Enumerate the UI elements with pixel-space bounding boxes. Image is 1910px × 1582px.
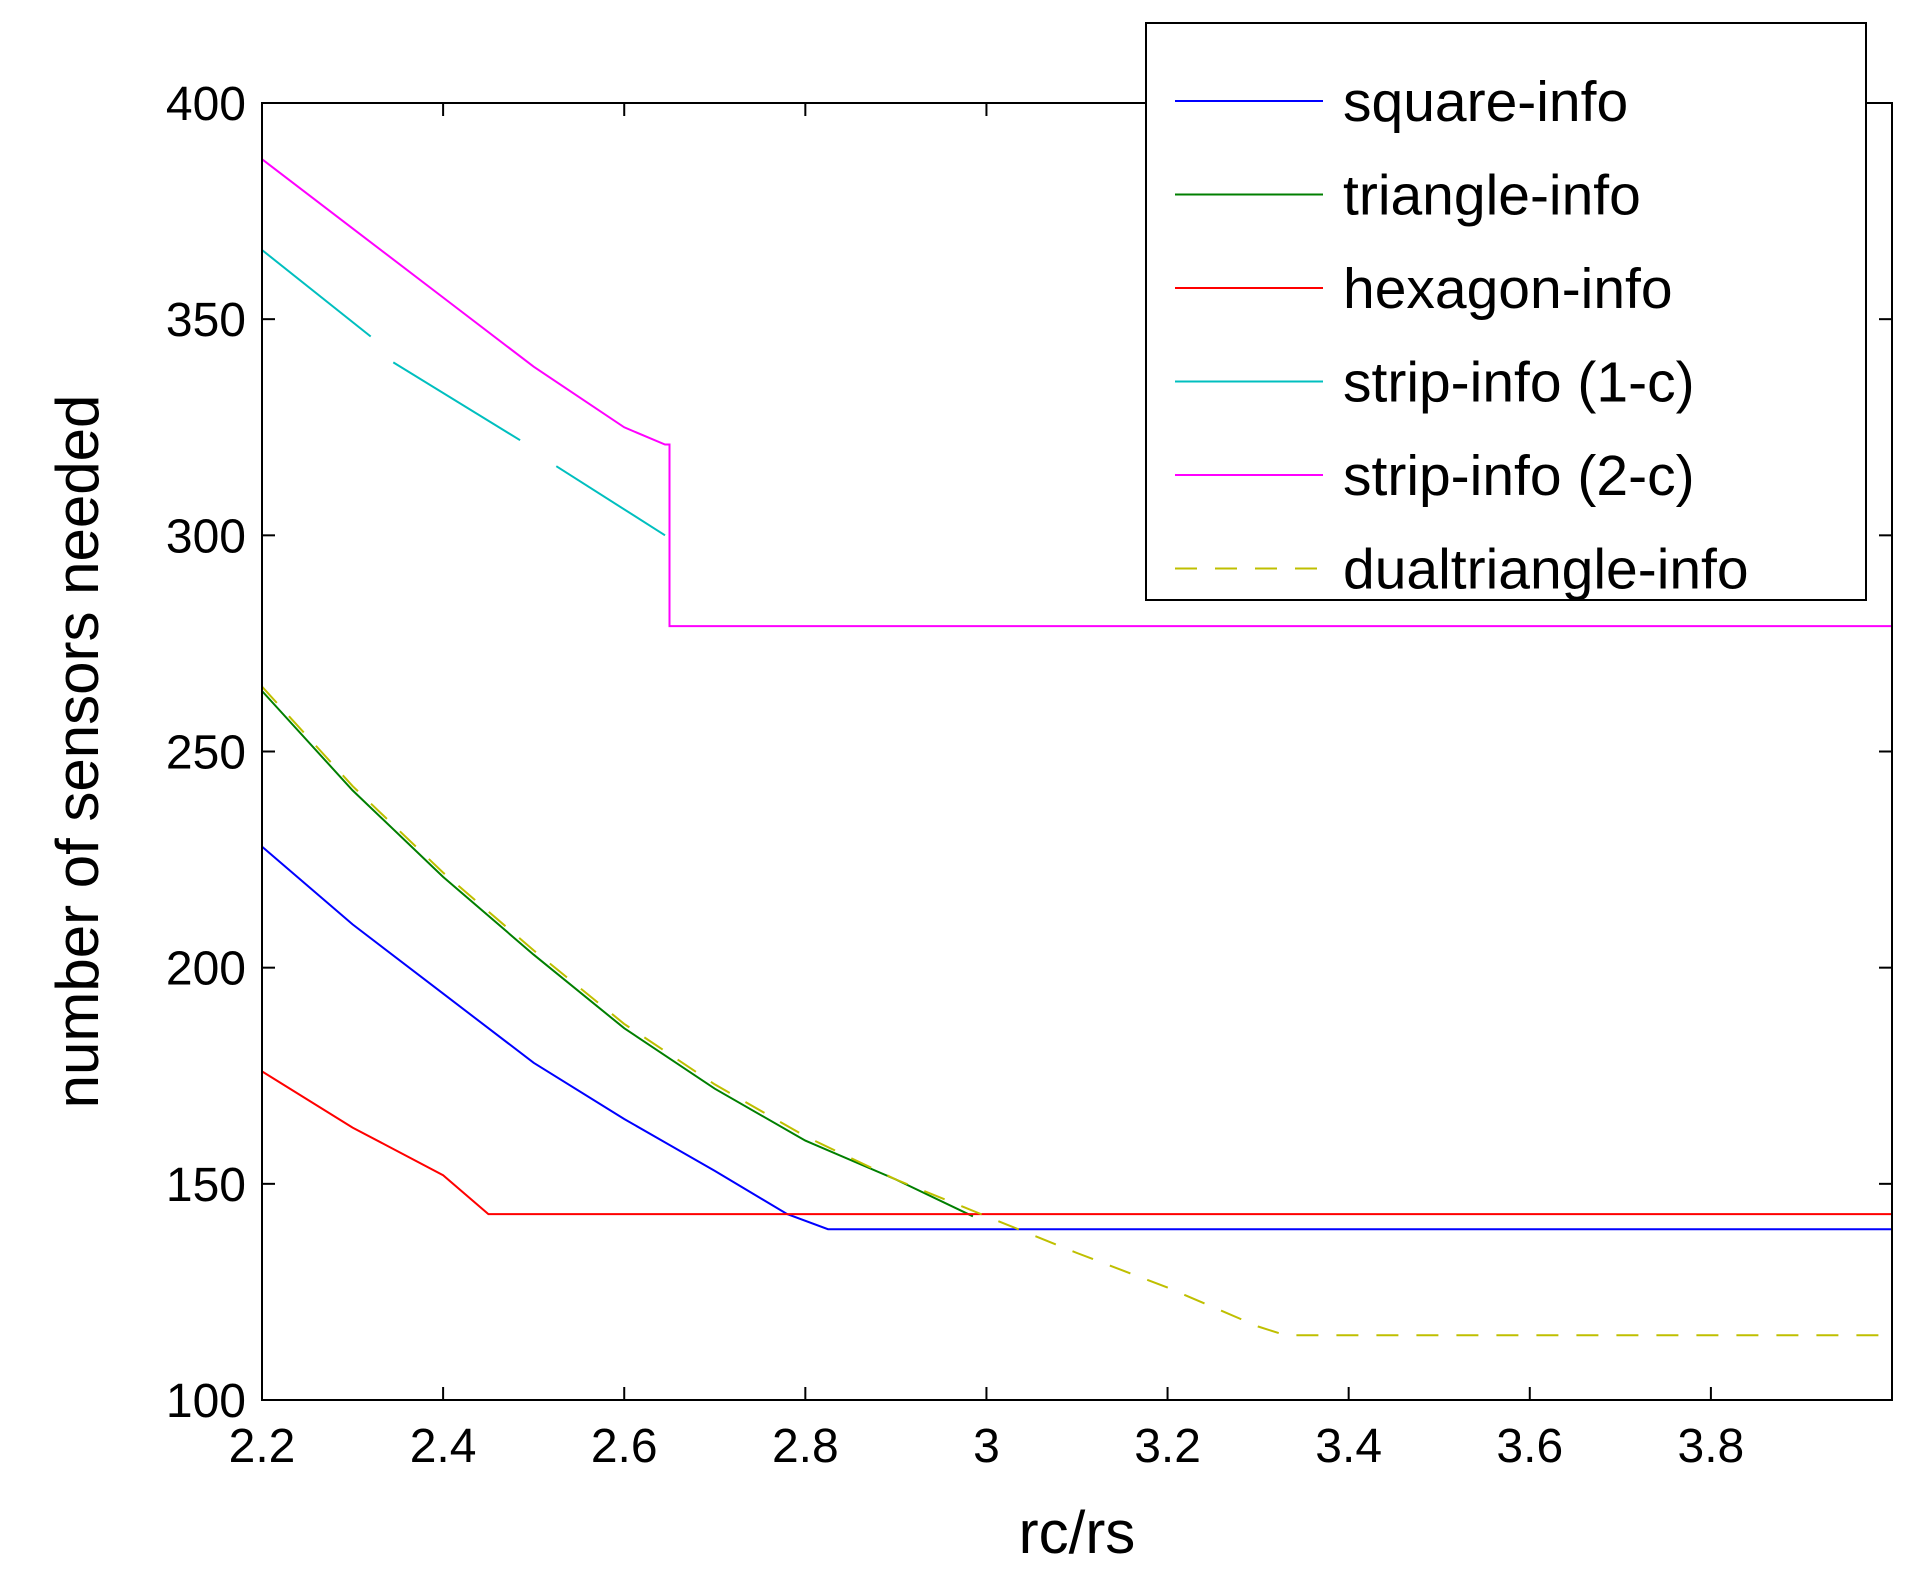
legend-box [1145, 22, 1867, 601]
legend-label-square-info: square-info [1343, 70, 1628, 134]
y-tick-label: 100 [166, 1375, 246, 1428]
series-line-square-info [261, 845, 1892, 1231]
x-tick-label: 3 [973, 1420, 1000, 1473]
x-tick-label: 2.6 [591, 1420, 658, 1473]
x-axis-label: rc/rs [1019, 1499, 1136, 1566]
y-tick-label: 350 [166, 294, 246, 347]
series-line-strip-info-1-c [392, 361, 521, 442]
y-tick-label: 300 [166, 510, 246, 563]
series-layer [261, 158, 1892, 1337]
legend-label-strip-info-2-c: strip-info (2-c) [1343, 444, 1695, 508]
series-line-strip-info-2-c [261, 158, 1892, 628]
series-line-hexagon-info [261, 1070, 1892, 1216]
series-line-triangle-info [261, 690, 974, 1218]
x-tick-label: 3.2 [1134, 1420, 1201, 1473]
x-tick-label: 3.4 [1315, 1420, 1382, 1473]
x-tick-label: 3.8 [1678, 1420, 1745, 1473]
y-tick-label: 250 [166, 727, 246, 780]
tick-layer: 2.2 2.4 2.6 2.8 3 3.2 3.4 3.6 3.8 100 150 200 250 300… [166, 78, 1892, 1473]
legend-label-hexagon-info: hexagon-info [1343, 257, 1673, 321]
x-tick-label: 2.2 [229, 1420, 296, 1473]
x-tick-label: 2.4 [410, 1420, 477, 1473]
legend-label-strip-info-1-c: strip-info (1-c) [1343, 351, 1695, 415]
x-tick-label: 3.6 [1496, 1420, 1563, 1473]
legend-label-triangle-info: triangle-info [1343, 164, 1641, 228]
y-tick-label: 200 [166, 943, 246, 996]
y-tick-label: 150 [166, 1159, 246, 1212]
series-line-strip-info-1-c [555, 465, 666, 537]
y-axis-label: number of sensors needed [44, 395, 111, 1109]
series-line-strip-info-1-c [261, 249, 372, 338]
legend-label-dualtriangle-info: dualtriangle-info [1343, 538, 1749, 602]
legend: square-info triangle-info hexagon-info stri… [1145, 22, 1867, 602]
x-tick-label: 2.8 [772, 1420, 839, 1473]
y-tick-label: 400 [166, 78, 246, 131]
